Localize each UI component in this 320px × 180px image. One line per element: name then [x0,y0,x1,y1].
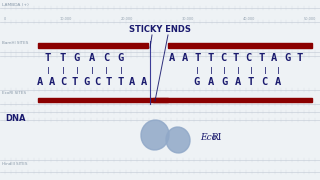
Text: T: T [297,53,303,63]
Text: 0: 0 [4,17,6,21]
Text: RI: RI [211,134,221,143]
Text: 20,000: 20,000 [121,17,133,21]
Text: HindIII SITES: HindIII SITES [2,162,28,166]
Text: 10,000: 10,000 [60,17,72,21]
Text: A: A [234,77,241,87]
Text: T: T [233,53,239,63]
Text: T: T [106,77,112,87]
Text: BamHI SITES: BamHI SITES [2,41,28,45]
Text: G: G [284,53,290,63]
Bar [38,43,148,48]
Text: C: C [220,53,226,63]
Text: A: A [275,77,281,87]
Text: T: T [248,77,254,87]
Text: A: A [140,77,147,87]
Text: T: T [259,53,265,63]
Text: DNA: DNA [5,114,26,123]
Bar [153,98,312,102]
Text: T: T [60,53,66,63]
Text: A: A [182,53,188,63]
Text: C: C [103,53,109,63]
Text: C: C [94,77,100,87]
Text: G: G [221,77,227,87]
Text: 30,000: 30,000 [182,17,194,21]
Text: G: G [83,77,89,87]
Text: A: A [88,53,95,63]
Bar [38,98,168,102]
Text: EcoRI SITES: EcoRI SITES [2,91,26,95]
Bar [168,43,312,48]
Text: A: A [129,77,135,87]
Text: T: T [71,77,78,87]
Ellipse shape [166,127,190,153]
Text: A: A [207,77,214,87]
Text: T: T [117,77,124,87]
Text: C: C [246,53,252,63]
Text: 50,000: 50,000 [304,17,316,21]
Text: T: T [195,53,201,63]
Text: C: C [261,77,268,87]
Text: A: A [271,53,277,63]
Text: T: T [207,53,213,63]
Text: A: A [48,77,55,87]
Text: T: T [45,53,51,63]
Text: G: G [117,53,124,63]
Text: LAMBDA (+): LAMBDA (+) [2,3,29,7]
Text: A: A [169,53,175,63]
Ellipse shape [141,120,169,150]
Text: STICKY ENDS: STICKY ENDS [129,26,191,35]
Text: C: C [60,77,66,87]
Text: G: G [74,53,80,63]
Text: G: G [194,77,200,87]
Text: A: A [37,77,43,87]
Text: Eco: Eco [200,134,217,143]
Text: 40,000: 40,000 [243,17,255,21]
